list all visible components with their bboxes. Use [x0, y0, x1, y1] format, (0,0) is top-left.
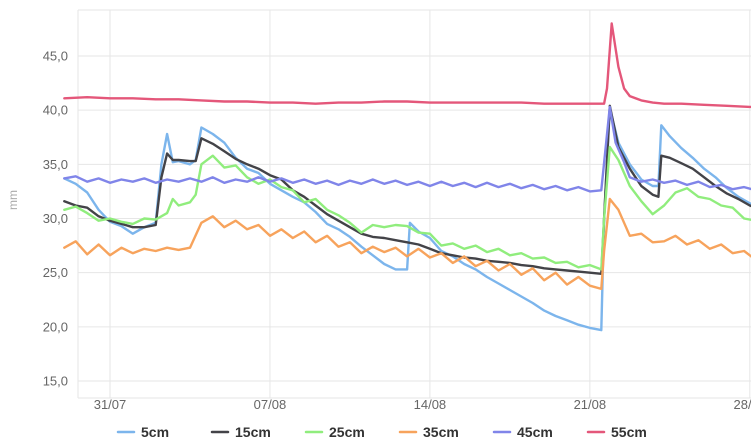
legend-item-55cm[interactable]: 55cm: [586, 424, 647, 440]
y-tick-label: 35,0: [43, 157, 68, 172]
legend-item-45cm[interactable]: 45cm: [492, 424, 553, 440]
legend: 5cm 15cm 25cm 35cm 45cm 55cm: [116, 424, 647, 440]
legend-label: 35cm: [423, 424, 459, 440]
y-tick-label: 30,0: [43, 211, 68, 226]
legend-label: 45cm: [517, 424, 553, 440]
series-line-55cm[interactable]: [63, 22, 751, 109]
series-line-5cm[interactable]: [63, 106, 751, 332]
legend-item-5cm[interactable]: 5cm: [116, 424, 169, 440]
legend-item-25cm[interactable]: 25cm: [304, 424, 365, 440]
x-tick-label: 21/08: [574, 397, 607, 412]
legend-label: 55cm: [611, 424, 647, 440]
x-tick-label: 31/07: [94, 397, 127, 412]
legend-label: 15cm: [235, 424, 271, 440]
x-tick-label: 28/08: [734, 397, 751, 412]
legend-label: 5cm: [141, 424, 169, 440]
x-tick-label: 07/08: [254, 397, 287, 412]
y-tick-label: 40,0: [43, 103, 68, 118]
legend-item-35cm[interactable]: 35cm: [398, 424, 459, 440]
series-lines: [63, 22, 751, 332]
series-line-15cm[interactable]: [63, 104, 751, 275]
series-line-35cm[interactable]: [63, 197, 751, 291]
legend-item-15cm[interactable]: 15cm: [210, 424, 271, 440]
legend-label: 25cm: [329, 424, 365, 440]
y-tick-label: 15,0: [43, 374, 68, 389]
y-tick-label: 20,0: [43, 319, 68, 334]
y-tick-label: 25,0: [43, 265, 68, 280]
axes: mm 15,0 20,0 25,0 30,0 35,0 40,0 45,0 31/07 07/0…: [6, 49, 751, 413]
grid: [77, 9, 751, 399]
series-line-45cm[interactable]: [63, 105, 751, 193]
x-tick-label: 14/08: [414, 397, 447, 412]
y-axis-title: mm: [6, 190, 20, 210]
y-tick-label: 45,0: [43, 49, 68, 64]
series-line-25cm[interactable]: [63, 145, 751, 271]
